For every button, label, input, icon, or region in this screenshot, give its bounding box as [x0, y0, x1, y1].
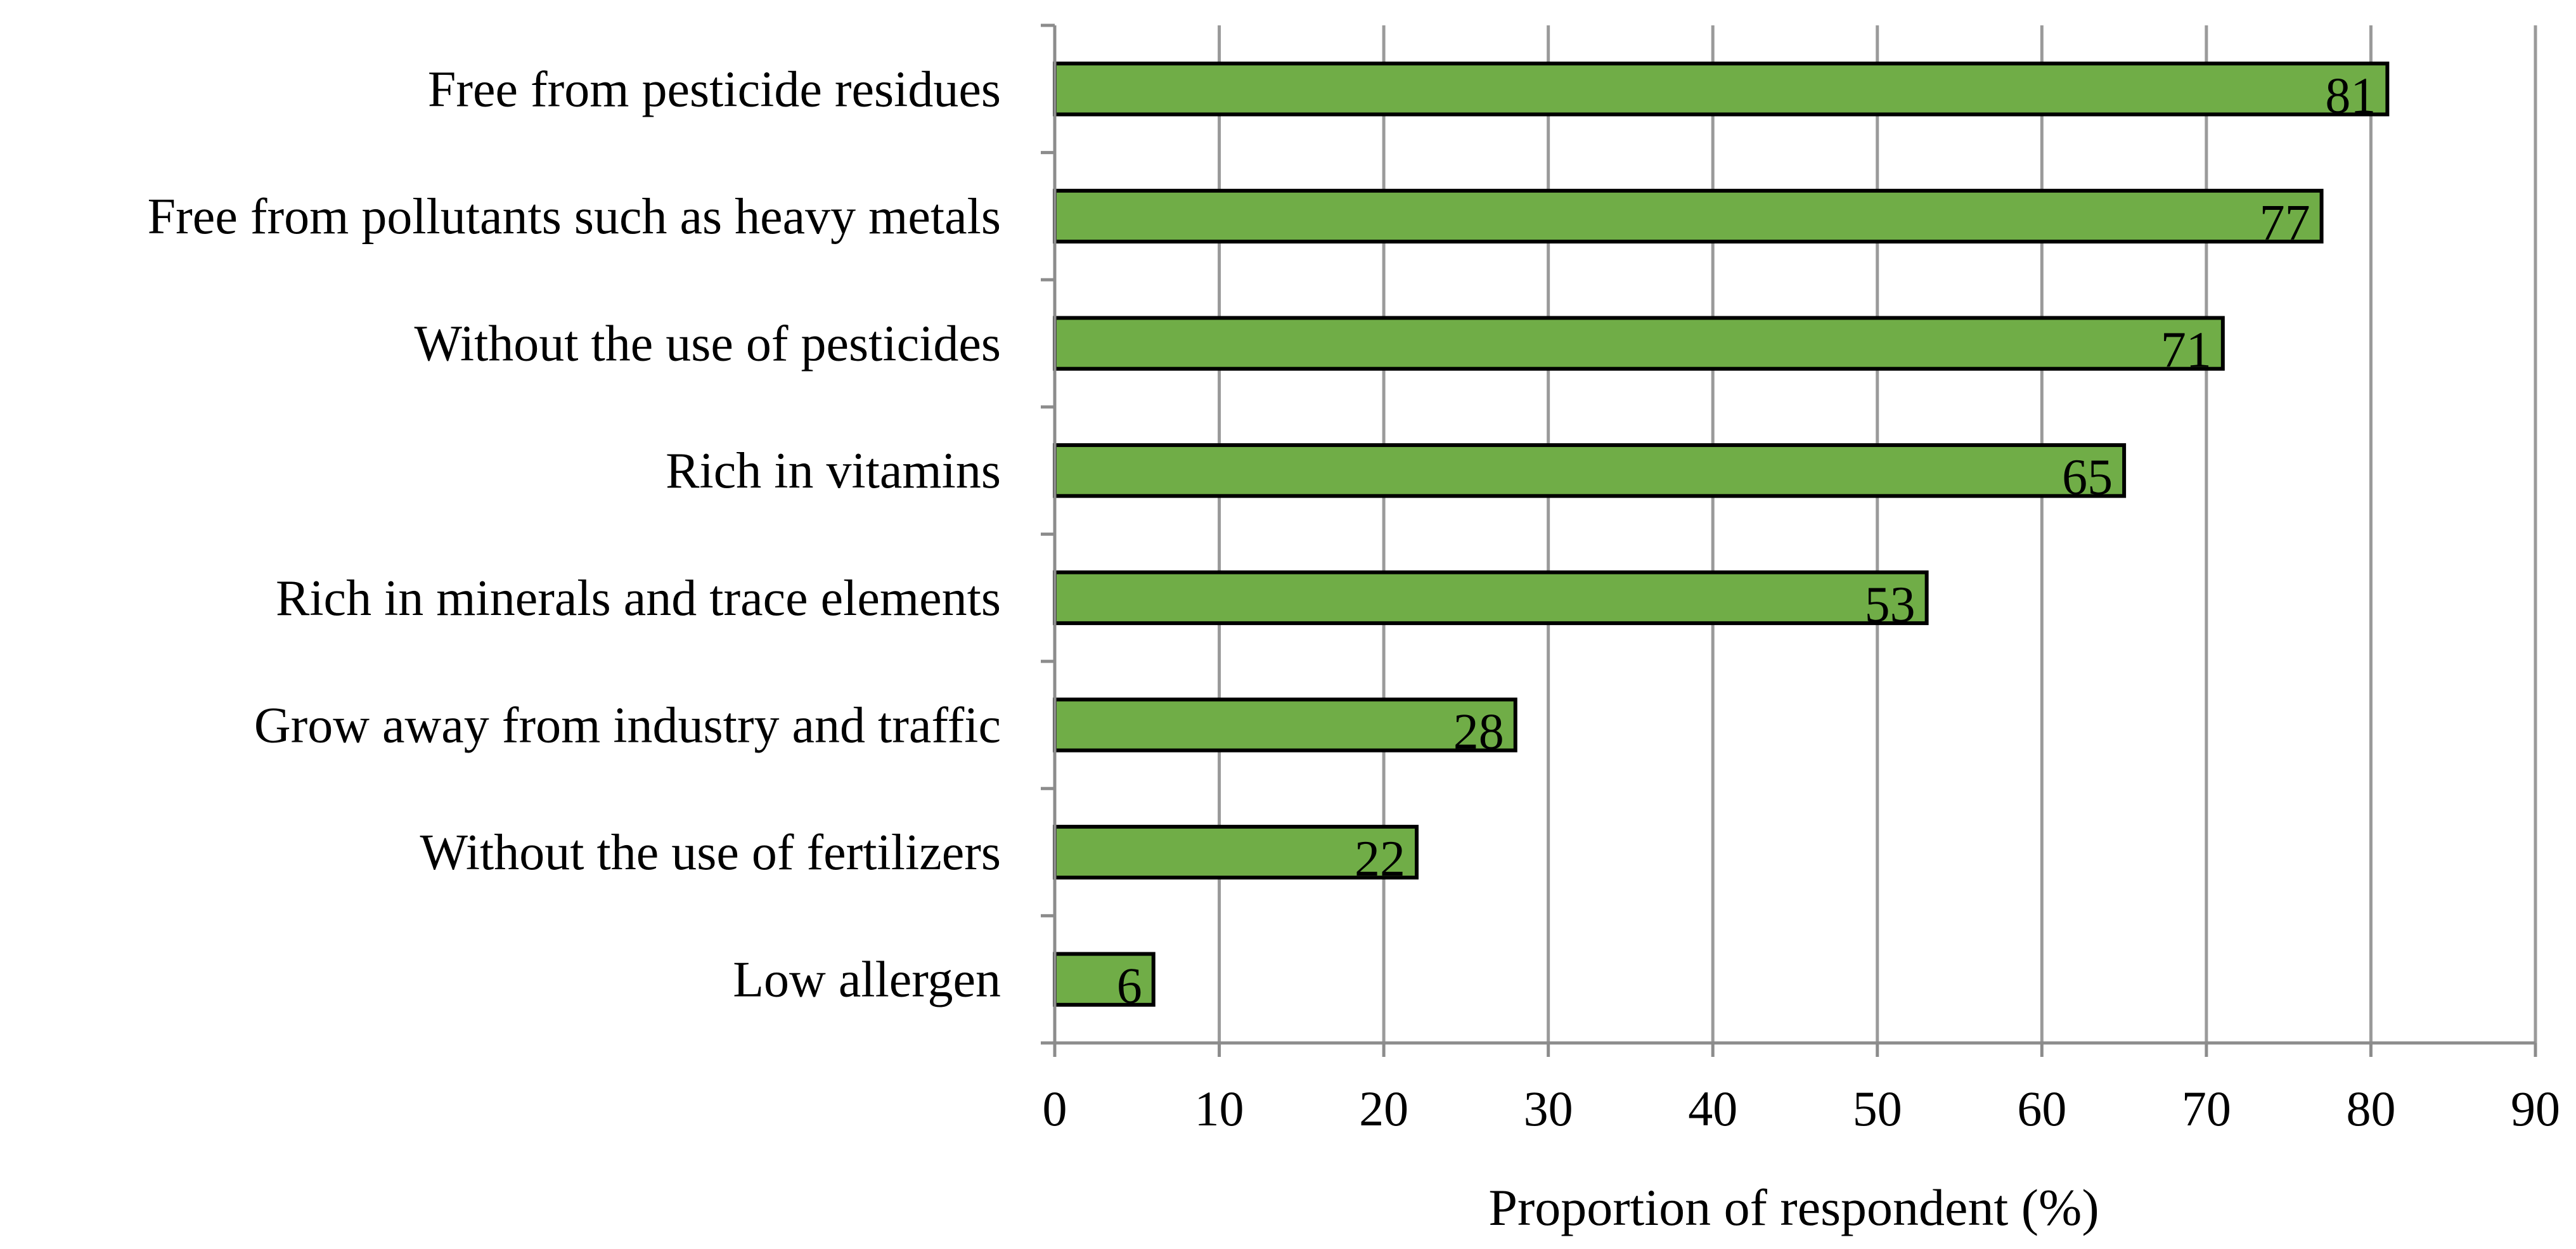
bar-1 — [1053, 188, 2324, 244]
x-tick-label-90: 90 — [2511, 1081, 2560, 1136]
gridlines — [1218, 25, 2537, 1043]
category-label-2: Without the use of pesticides — [415, 316, 1001, 372]
category-label-6: Without the use of fertilizers — [420, 825, 1001, 881]
category-label-0: Free from pesticide residues — [428, 61, 1001, 117]
x-tick-label-0: 0 — [1043, 1081, 1067, 1136]
category-label-1: Free from pollutants such as heavy metal… — [148, 189, 1001, 245]
data-label-7: 6 — [1117, 959, 1142, 1014]
x-tick-label-50: 50 — [1853, 1081, 1902, 1136]
data-label-4: 53 — [1865, 577, 1916, 633]
x-tick-label-70: 70 — [2182, 1081, 2231, 1136]
category-label-3: Rich in vitamins — [666, 443, 1001, 499]
labels: 0 10 20 30 40 50 60 70 80 90 Free from pesticide r… — [148, 61, 2560, 1136]
bar-2 — [1053, 316, 2225, 371]
x-tick-label-60: 60 — [2017, 1081, 2066, 1136]
data-label-3: 65 — [2062, 450, 2113, 505]
category-label-4: Rich in minerals and trace elements — [276, 571, 1001, 626]
data-label-0: 81 — [2325, 68, 2376, 124]
x-tick-label-80: 80 — [2346, 1081, 2395, 1136]
data-label-5: 28 — [1453, 704, 1504, 760]
bar-3 — [1053, 443, 2127, 498]
x-tick-label-30: 30 — [1524, 1081, 1573, 1136]
bar-6 — [1053, 824, 1419, 880]
data-label-2: 71 — [2161, 323, 2212, 379]
bar-5 — [1053, 697, 1517, 753]
bar-4 — [1053, 570, 1929, 625]
axes — [1041, 23, 2537, 1057]
bar-0 — [1053, 61, 2390, 117]
x-tick-label-20: 20 — [1359, 1081, 1408, 1136]
bars — [1053, 61, 2390, 1007]
data-label-1: 77 — [2260, 195, 2310, 251]
category-label-5: Grow away from industry and traffic — [254, 697, 1001, 753]
category-label-7: Low allergen — [733, 952, 1001, 1008]
x-tick-label-40: 40 — [1688, 1081, 1737, 1136]
data-label-6: 22 — [1355, 831, 1405, 887]
x-tick-label-10: 10 — [1195, 1081, 1244, 1136]
x-axis-title: Proportion of respondent (%) — [1488, 1179, 2099, 1236]
